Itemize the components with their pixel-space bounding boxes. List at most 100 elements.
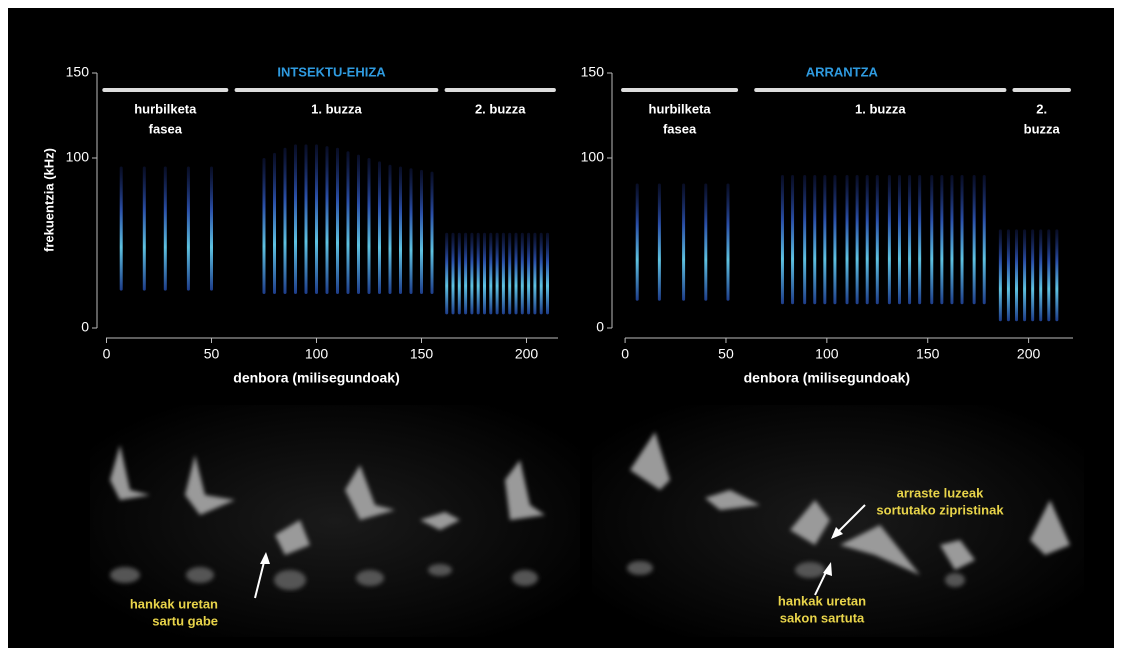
pulse bbox=[410, 168, 413, 294]
pulse bbox=[431, 172, 434, 294]
pulse bbox=[294, 144, 297, 294]
segment-label: fasea bbox=[149, 121, 183, 136]
y-axis-label: frekuentzia (kHz) bbox=[41, 148, 56, 252]
pulse bbox=[284, 148, 287, 294]
annotation: sakon sartuta bbox=[780, 610, 865, 625]
pulse bbox=[846, 175, 849, 304]
segment-bar bbox=[1012, 88, 1071, 92]
pulse bbox=[508, 233, 511, 315]
pulse bbox=[791, 175, 794, 304]
pulse bbox=[326, 146, 329, 294]
segment-label: 2. bbox=[1036, 101, 1047, 116]
x-tick-label: 50 bbox=[204, 346, 220, 362]
pulse bbox=[347, 151, 350, 294]
x-tick-label: 0 bbox=[621, 346, 629, 362]
x-tick-label: 150 bbox=[410, 346, 434, 362]
pulse bbox=[368, 158, 371, 294]
pulse bbox=[357, 155, 360, 294]
pulse bbox=[726, 184, 729, 301]
pulse bbox=[918, 175, 921, 304]
pulse bbox=[999, 229, 1002, 321]
segment-bar bbox=[621, 88, 738, 92]
y-tick-label: 100 bbox=[66, 149, 90, 165]
pulse bbox=[813, 175, 816, 304]
pulse bbox=[315, 144, 318, 294]
pulse bbox=[521, 233, 524, 315]
pulse bbox=[1039, 229, 1042, 321]
pulse bbox=[1015, 229, 1018, 321]
x-tick-label: 200 bbox=[1017, 346, 1041, 362]
annotation: hankak uretan bbox=[778, 593, 866, 608]
pulse bbox=[273, 153, 276, 294]
x-axis-label: denbora (milisegundoak) bbox=[233, 370, 399, 386]
pulse bbox=[496, 233, 499, 315]
segment-bar bbox=[235, 88, 439, 92]
y-tick-label: 0 bbox=[596, 319, 604, 335]
segment-label: hurbilketa bbox=[649, 101, 712, 116]
segment-label: 2. buzza bbox=[475, 101, 526, 116]
segment-label: buzza bbox=[1024, 121, 1061, 136]
pulse bbox=[1055, 229, 1058, 321]
pulse bbox=[973, 175, 976, 304]
pulse bbox=[704, 184, 707, 301]
pulse bbox=[983, 175, 986, 304]
pulse bbox=[452, 233, 455, 315]
pulse bbox=[143, 167, 146, 291]
pulse bbox=[940, 175, 943, 304]
segment-bar bbox=[445, 88, 556, 92]
pulse bbox=[420, 170, 423, 294]
y-tick-label: 150 bbox=[66, 64, 90, 80]
pulse bbox=[781, 175, 784, 304]
x-tick-label: 0 bbox=[103, 346, 111, 362]
pulse bbox=[866, 175, 869, 304]
pulse bbox=[961, 175, 964, 304]
y-tick-label: 100 bbox=[581, 149, 605, 165]
pulse bbox=[856, 175, 859, 304]
pulse bbox=[533, 233, 536, 315]
pulse bbox=[527, 233, 530, 315]
pulse bbox=[445, 233, 448, 315]
pulse bbox=[888, 175, 891, 304]
chart-title: ARRANTZA bbox=[806, 64, 879, 79]
pulse bbox=[378, 161, 381, 294]
segment-label: fasea bbox=[663, 121, 697, 136]
pulse bbox=[930, 175, 933, 304]
pulse bbox=[120, 167, 123, 291]
pulse bbox=[458, 233, 461, 315]
pulse bbox=[336, 148, 339, 294]
pulse bbox=[658, 184, 661, 301]
pulse bbox=[1047, 229, 1050, 321]
x-tick-label: 100 bbox=[815, 346, 839, 362]
pulse bbox=[483, 233, 486, 315]
pulse bbox=[464, 233, 467, 315]
pulse bbox=[515, 233, 518, 315]
x-tick-label: 200 bbox=[515, 346, 539, 362]
pulse bbox=[823, 175, 826, 304]
pulse bbox=[263, 158, 266, 294]
x-tick-label: 50 bbox=[718, 346, 734, 362]
x-tick-label: 150 bbox=[916, 346, 940, 362]
pulse bbox=[164, 167, 167, 291]
figure: 0 100 150 0 50 100 150 200 denbora (milisegundoa… bbox=[0, 0, 1122, 656]
segment-label: 1. buzza bbox=[855, 101, 906, 116]
pulse bbox=[636, 184, 639, 301]
annotation: hankak uretan bbox=[130, 596, 218, 611]
pulse bbox=[489, 233, 492, 315]
pulse bbox=[1031, 229, 1034, 321]
pulse bbox=[399, 167, 402, 295]
pulse bbox=[470, 233, 473, 315]
x-axis-label: denbora (milisegundoak) bbox=[744, 370, 910, 386]
y-tick-label: 150 bbox=[581, 64, 605, 80]
pulse bbox=[876, 175, 879, 304]
pulse bbox=[477, 233, 480, 315]
y-tick-label: 0 bbox=[81, 319, 89, 335]
pulse bbox=[540, 233, 543, 315]
pulse bbox=[1023, 229, 1026, 321]
annotation: sortutako zipristinak bbox=[876, 502, 1004, 517]
segment-bar bbox=[754, 88, 1006, 92]
pulse bbox=[210, 167, 213, 291]
segment-label: hurbilketa bbox=[134, 101, 197, 116]
annotation: arraste luzeak bbox=[897, 485, 984, 500]
pulse bbox=[546, 233, 549, 315]
pulse bbox=[898, 175, 901, 304]
